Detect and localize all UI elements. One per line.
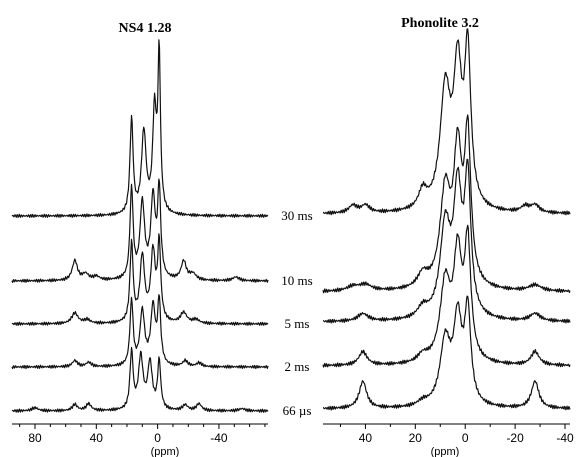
left-spectrum-trace-0 bbox=[11, 346, 269, 413]
right-spectrum-trace-1 bbox=[322, 224, 571, 368]
mixing-time-label-2: 5 ms bbox=[285, 316, 310, 331]
right-x-axis: 40 20 0 -20 -40 bbox=[323, 423, 574, 445]
right-x-axis-label: (ppm) bbox=[431, 446, 460, 457]
right-panel-title: Phonolite 3.2 bbox=[401, 16, 479, 31]
right-spectrum-trace-4 bbox=[322, 28, 571, 216]
left-x-tick-label-2: 0 bbox=[154, 431, 161, 445]
right-x-tick-label-1: 20 bbox=[409, 431, 423, 445]
right-spectrum-trace-3 bbox=[322, 114, 571, 294]
left-spectrum-trace-4 bbox=[11, 39, 269, 218]
right-spectra-panel: Phonolite 3.2 40 20 0 -20 -40 (ppm) bbox=[322, 16, 574, 457]
left-x-axis-label: (ppm) bbox=[151, 446, 180, 457]
left-spectrum-trace-2 bbox=[11, 233, 269, 326]
left-x-tick-label-0: 80 bbox=[28, 431, 42, 445]
right-x-tick-label-3: -20 bbox=[506, 431, 524, 445]
mixing-time-label-4: 30 ms bbox=[281, 208, 312, 223]
left-x-tick-label-3: -40 bbox=[210, 431, 228, 445]
mixing-time-labels: 66 µs 2 ms 5 ms 10 ms 30 ms bbox=[281, 208, 312, 418]
left-panel-title: NS4 1.28 bbox=[119, 21, 172, 36]
mixing-time-label-0: 66 µs bbox=[283, 403, 312, 418]
left-spectrum-trace-3 bbox=[11, 178, 269, 283]
left-spectra-traces bbox=[11, 39, 269, 413]
right-spectra-traces bbox=[322, 28, 571, 411]
right-x-tick-label-0: 40 bbox=[359, 431, 373, 445]
right-spectrum-trace-2 bbox=[322, 158, 571, 324]
right-spectrum-trace-0 bbox=[323, 295, 571, 411]
right-x-tick-label-2: 0 bbox=[462, 431, 469, 445]
mixing-time-label-3: 10 ms bbox=[281, 273, 312, 288]
left-spectra-panel: NS4 1.28 80 40 0 -40 (ppm) bbox=[11, 21, 269, 457]
right-x-tick-label-4: -40 bbox=[556, 431, 574, 445]
left-x-axis: 80 40 0 -40 bbox=[12, 423, 268, 445]
left-spectrum-trace-1 bbox=[11, 294, 269, 370]
mixing-time-label-1: 2 ms bbox=[285, 359, 310, 374]
left-x-tick-label-1: 40 bbox=[90, 431, 104, 445]
